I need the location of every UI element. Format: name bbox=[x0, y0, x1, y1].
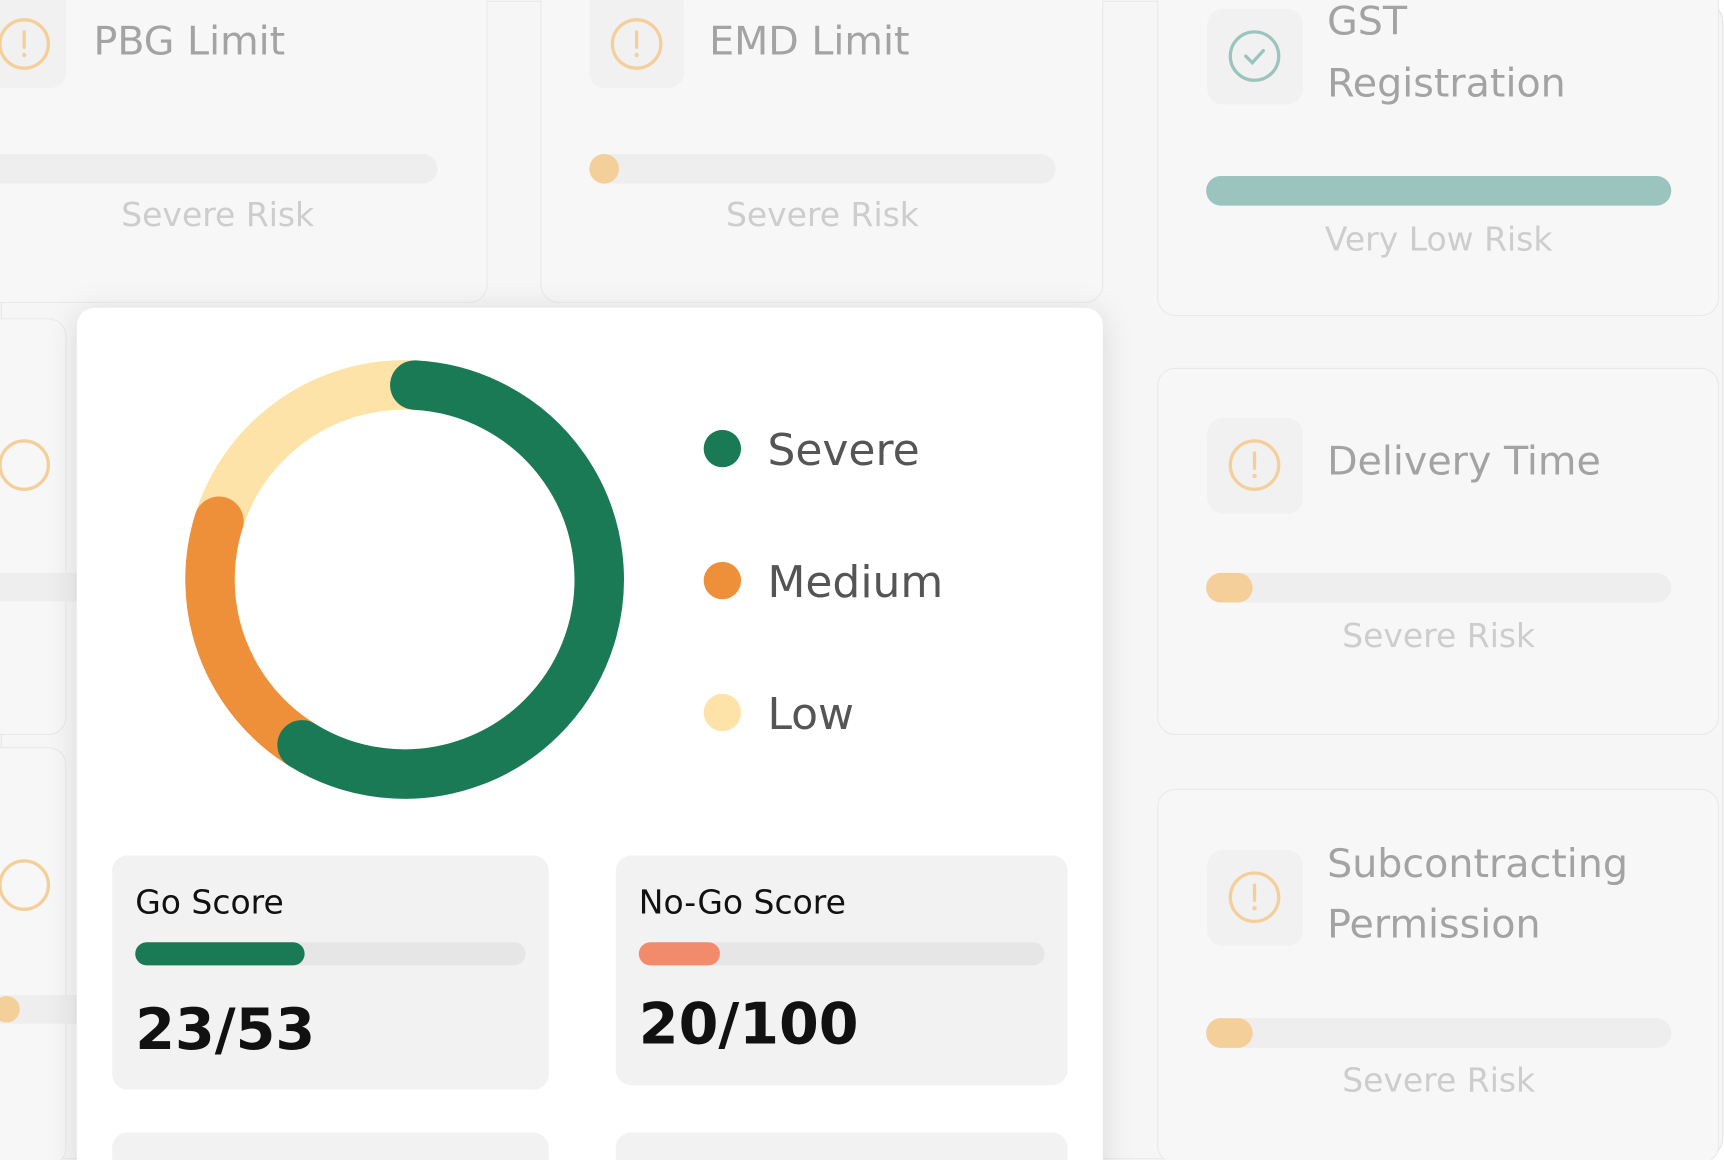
legend-dot bbox=[703, 693, 742, 732]
warning-icon bbox=[0, 859, 51, 911]
legend-dot bbox=[703, 429, 742, 468]
score-label: Go Score bbox=[135, 882, 284, 921]
card-title: EMD Limit bbox=[709, 18, 909, 64]
exclaim-dot bbox=[1252, 905, 1257, 911]
risk-bar bbox=[589, 153, 620, 184]
track bbox=[0, 572, 77, 602]
card-title: Delivery Time bbox=[1327, 439, 1601, 485]
partial-card bbox=[0, 318, 67, 736]
risk-label: Severe Risk bbox=[1342, 1060, 1535, 1099]
legend-label: Severe bbox=[767, 425, 919, 476]
score-bar bbox=[135, 942, 305, 966]
icon-box bbox=[1207, 8, 1303, 105]
donut-segment bbox=[194, 360, 440, 546]
risk-label: Severe Risk bbox=[726, 195, 919, 234]
risk-label: Severe Risk bbox=[1342, 616, 1535, 655]
partial-box bbox=[112, 1132, 549, 1160]
risk-track bbox=[1206, 572, 1672, 603]
score-value: 20/100 bbox=[639, 992, 859, 1058]
status-icon bbox=[1228, 30, 1281, 82]
status-icon bbox=[0, 18, 51, 70]
exclaim-dot bbox=[1252, 473, 1257, 479]
legend-dot bbox=[703, 561, 742, 600]
card-title: PBG Limit bbox=[93, 18, 285, 64]
status-icon bbox=[1228, 439, 1281, 491]
icon-box bbox=[0, 0, 66, 88]
partial-card bbox=[0, 747, 67, 1160]
legend-label: Medium bbox=[767, 557, 943, 608]
check-mark bbox=[1244, 48, 1265, 66]
score-value: 23/53 bbox=[135, 997, 315, 1063]
legend-label: Low bbox=[767, 689, 854, 740]
risk-label: Severe Risk bbox=[121, 195, 314, 234]
risk-label: Very Low Risk bbox=[1325, 219, 1553, 258]
dot bbox=[0, 996, 20, 1023]
donut-segment bbox=[185, 496, 327, 770]
score-track bbox=[638, 942, 1045, 966]
score-bar bbox=[638, 942, 720, 966]
summary-card: Severe Medium Low Go Score 23/53 No-Go Score 2… bbox=[76, 307, 1103, 1160]
risk-bar bbox=[1206, 572, 1253, 603]
score-label: No-Go Score bbox=[639, 882, 846, 921]
card-title: Registration bbox=[1327, 60, 1566, 106]
card-title: Permission bbox=[1327, 901, 1540, 947]
status-icon bbox=[610, 18, 663, 70]
risk-track bbox=[589, 153, 1056, 184]
exclaim-dot bbox=[634, 52, 639, 58]
card-title: Subcontracting bbox=[1327, 841, 1628, 887]
donut-segment bbox=[277, 360, 624, 799]
score-box bbox=[112, 855, 549, 1090]
partial-box bbox=[615, 1132, 1068, 1160]
score-box bbox=[615, 855, 1068, 1086]
risk-bar bbox=[1206, 1018, 1253, 1048]
card-title: GST bbox=[1327, 0, 1408, 45]
risk-bar bbox=[1206, 175, 1672, 206]
status-icon bbox=[1228, 871, 1281, 924]
exclaim-dot bbox=[21, 52, 27, 58]
risk-track bbox=[1206, 1018, 1672, 1048]
risk-track bbox=[0, 153, 438, 184]
warning-icon bbox=[0, 439, 51, 491]
risk-card bbox=[0, 0, 488, 303]
